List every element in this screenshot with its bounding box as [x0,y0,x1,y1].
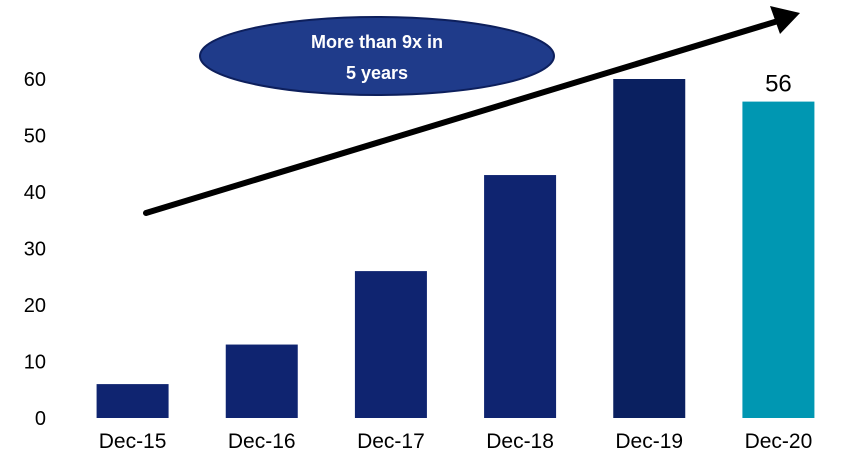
x-tick-label: Dec-18 [486,430,554,453]
y-tick-label: 40 [24,182,46,204]
growth-arrow-head [770,6,800,34]
bar-dec-15 [96,384,169,418]
y-tick-label: 0 [35,408,46,430]
bar-dec-19 [613,79,686,418]
callout-bubble: More than 9x in 5 years [199,16,555,96]
x-tick-label: Dec-20 [745,430,813,453]
bar-dec-18 [484,175,557,418]
bar-dec-20 [742,101,815,418]
y-axis: 0 10 20 30 40 50 60 [24,69,46,430]
x-tick-label: Dec-16 [228,430,296,453]
x-tick-label: Dec-17 [357,430,425,453]
x-tick-label: Dec-19 [615,430,683,453]
growth-arrow-line [143,18,781,216]
y-tick-label: 10 [24,352,46,374]
y-tick-label: 60 [24,69,46,91]
x-tick-label: Dec-15 [99,430,167,453]
data-label: 56 [765,71,792,98]
x-axis: Dec-15 Dec-16 Dec-17 Dec-18 Dec-19 Dec-20 [99,430,813,453]
y-tick-label: 20 [24,295,46,317]
callout-line-2: 5 years [346,63,408,83]
y-tick-label: 30 [24,239,46,261]
bar-dec-17 [354,271,427,418]
bar-dec-16 [225,344,298,418]
callout-line-1: More than 9x in [311,32,443,52]
y-tick-label: 50 [24,126,46,148]
data-labels-group: 56 [765,71,792,98]
bars-group [96,79,815,418]
growth-arrow [143,6,800,216]
callout-ellipse [199,16,555,96]
